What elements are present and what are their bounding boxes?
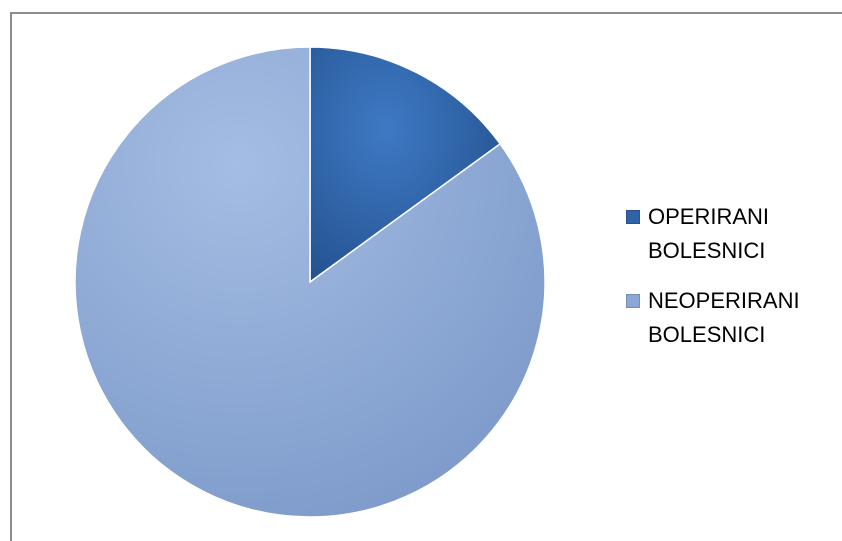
- pie-slice-neoperirani: [74, 46, 546, 518]
- legend-label-neoperirani: NEOPERIRANI BOLESNICI: [648, 288, 800, 347]
- chart-legend: OPERIRANI BOLESNICI NEOPERIRANI BOLESNIC…: [626, 200, 838, 368]
- legend-swatch-neoperirani: [626, 294, 640, 308]
- legend-label-operirani: OPERIRANI BOLESNICI: [648, 204, 770, 263]
- legend-item-neoperirani: NEOPERIRANI BOLESNICI: [626, 284, 838, 352]
- pie-slice-operirani: [309, 46, 502, 284]
- legend-swatch-operirani: [626, 210, 640, 224]
- legend-item-operirani: OPERIRANI BOLESNICI: [626, 200, 838, 268]
